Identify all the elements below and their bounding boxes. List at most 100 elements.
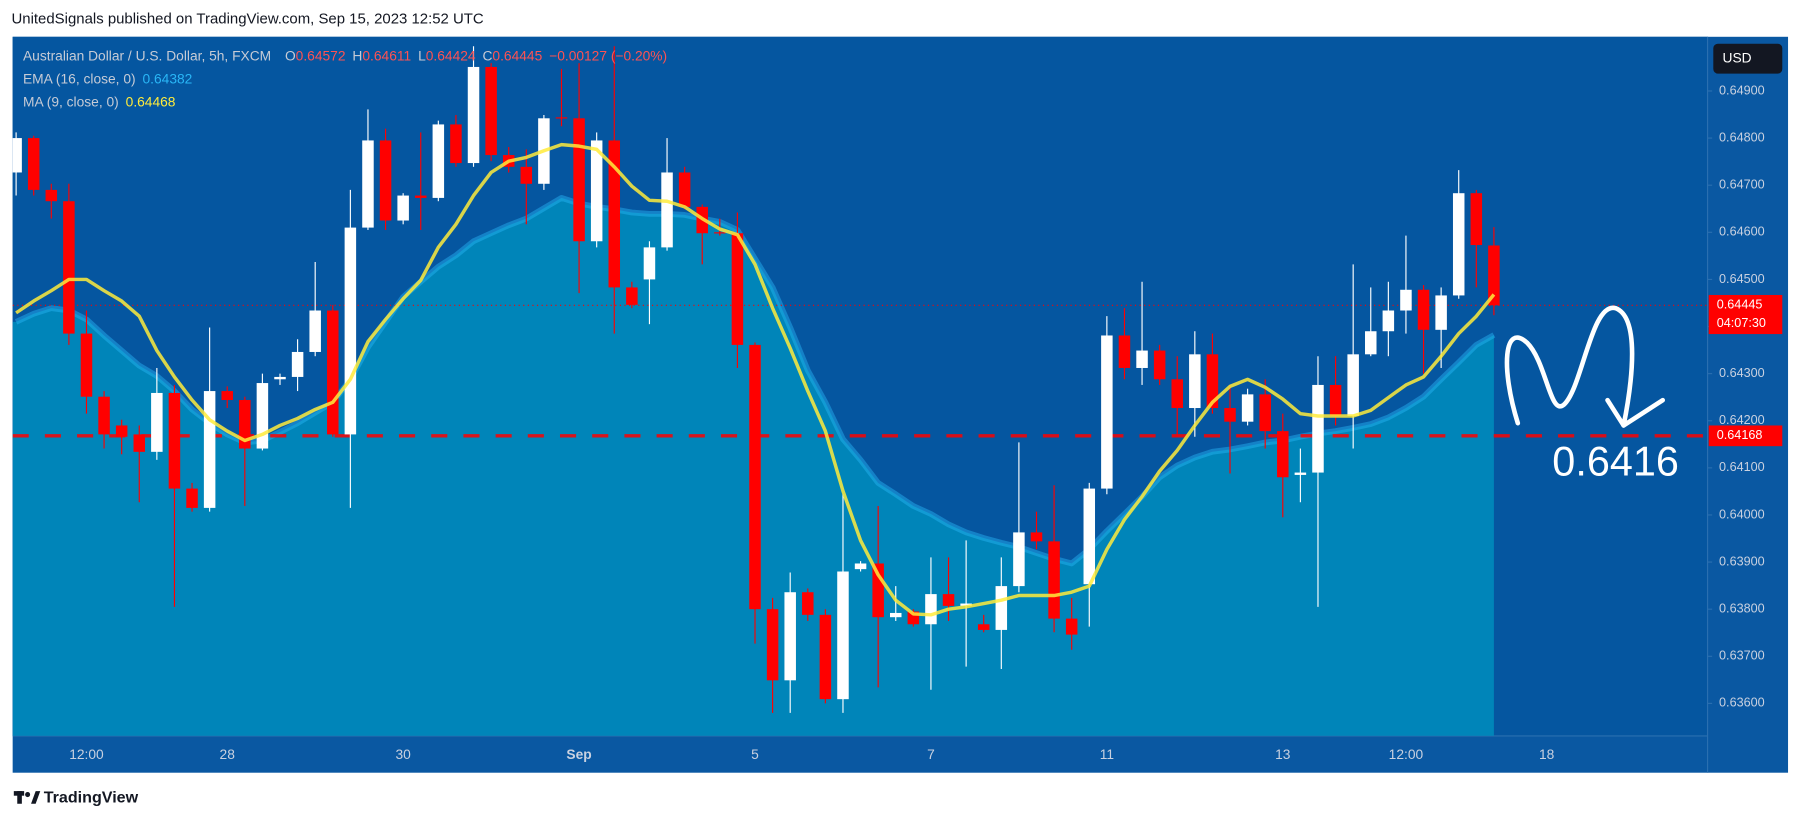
candle-body xyxy=(186,488,198,508)
x-tick-label: 13 xyxy=(1275,747,1291,762)
level-annotation: 0.6416 xyxy=(1552,439,1679,485)
y-tick-label: 0.64000 xyxy=(1719,507,1765,521)
candle-body xyxy=(1294,472,1307,475)
candle-body xyxy=(45,189,58,202)
candle-body xyxy=(256,383,269,449)
y-tick-label: 0.63800 xyxy=(1719,602,1765,616)
candle-body xyxy=(1470,193,1483,246)
candle-body xyxy=(573,118,585,242)
candle-body xyxy=(362,140,374,228)
currency-button[interactable] xyxy=(1713,43,1783,74)
candle-body xyxy=(151,392,163,452)
candle-body xyxy=(12,138,22,173)
y-tick-label: 0.63900 xyxy=(1719,554,1765,568)
ohlc-key: O xyxy=(285,48,296,63)
candle-body xyxy=(555,117,568,119)
indicator-value: 0.64382 xyxy=(142,71,192,86)
x-tick-label: 30 xyxy=(395,747,411,762)
y-tick-label: 0.64100 xyxy=(1719,460,1765,474)
candle-body xyxy=(590,140,603,242)
ohlc-key: L xyxy=(418,48,426,63)
candle-body xyxy=(661,172,673,248)
candle-body xyxy=(274,376,286,380)
logo-part xyxy=(31,791,41,804)
ohlc-value: 0.64572 xyxy=(296,48,346,63)
footer-logo xyxy=(13,791,41,804)
x-tick-label: 12:00 xyxy=(69,747,104,762)
drawn-arrow xyxy=(1504,305,1635,428)
y-tick-label: 0.64500 xyxy=(1719,272,1765,286)
ma-legend: MA (9, close, 0) 0.64468 xyxy=(23,94,176,109)
candle-body xyxy=(63,201,75,334)
candle-body xyxy=(520,166,533,184)
candle-body xyxy=(1206,354,1219,409)
ma-line xyxy=(15,142,1496,617)
candle-body xyxy=(1259,394,1271,432)
last-price-box xyxy=(1708,294,1783,335)
candle-body xyxy=(819,614,832,700)
level-label: 0.64168 xyxy=(1717,428,1763,442)
candle-body xyxy=(643,247,656,280)
candle-body xyxy=(98,396,110,435)
x-tick-label: 28 xyxy=(220,747,236,762)
x-tick-label: 7 xyxy=(927,747,935,762)
candle-body xyxy=(1013,532,1025,587)
countdown-label: 04:07:30 xyxy=(1717,316,1766,330)
candle-body xyxy=(397,195,409,221)
drawn-arrowhead xyxy=(1605,397,1666,428)
candle-body xyxy=(942,594,955,606)
y-tick-label: 0.64200 xyxy=(1719,413,1765,427)
x-tick-label: 5 xyxy=(751,747,759,762)
candle-body xyxy=(766,609,779,681)
candle-body xyxy=(784,592,796,681)
y-tick-label: 0.64300 xyxy=(1719,366,1765,380)
candle-body xyxy=(1048,541,1060,619)
candle-body xyxy=(1065,618,1078,635)
candle-body xyxy=(1435,295,1447,330)
indicator-name: EMA (16, close, 0) xyxy=(23,71,136,86)
candle-body xyxy=(802,592,814,615)
ohlc-key: H xyxy=(352,48,362,63)
candle-body xyxy=(1101,335,1113,489)
candle-body xyxy=(731,233,744,345)
candle-body xyxy=(1189,354,1201,409)
candle-body xyxy=(1118,335,1131,368)
candle-body xyxy=(626,287,638,305)
currency-label[interactable]: USD xyxy=(1723,50,1752,65)
symbol-title: Australian Dollar / U.S. Dollar, 5h, FXC… xyxy=(23,48,271,63)
x-tick-label: 12:00 xyxy=(1389,747,1424,762)
candle-body xyxy=(1452,193,1465,296)
candle-body xyxy=(309,310,321,352)
candle-body xyxy=(837,571,849,700)
candle-body xyxy=(995,586,1008,630)
ohlc-key: C xyxy=(482,48,492,63)
candle-body xyxy=(344,227,357,435)
candle-body xyxy=(925,594,937,625)
candle-body xyxy=(450,124,462,164)
y-tick-label: 0.64600 xyxy=(1719,225,1765,239)
candle-body xyxy=(432,124,445,198)
footer-brand: TradingView xyxy=(44,788,139,806)
candle-body xyxy=(1417,289,1430,330)
candle-body xyxy=(907,611,920,625)
candle-body xyxy=(1241,394,1254,422)
candle-body xyxy=(1153,350,1166,380)
y-tick-label: 0.64900 xyxy=(1719,83,1765,97)
candle-body xyxy=(133,434,146,452)
change-value: −0.00127 (−0.20%) xyxy=(549,48,667,63)
ema-legend: EMA (16, close, 0) 0.64382 xyxy=(23,71,192,86)
y-tick-label: 0.63700 xyxy=(1719,649,1765,663)
candle-body xyxy=(608,140,621,288)
candle-body xyxy=(168,392,181,489)
candle-body xyxy=(960,603,972,606)
candle-body xyxy=(1400,289,1412,311)
indicator-name: MA (9, close, 0) xyxy=(23,94,119,109)
candle-body xyxy=(485,66,497,156)
candle-body xyxy=(115,425,128,437)
candle-body xyxy=(80,333,93,397)
x-tick-label: Sep xyxy=(566,747,591,762)
plot xyxy=(12,46,1708,736)
candle-body xyxy=(1347,354,1359,417)
candle-body xyxy=(379,140,392,221)
